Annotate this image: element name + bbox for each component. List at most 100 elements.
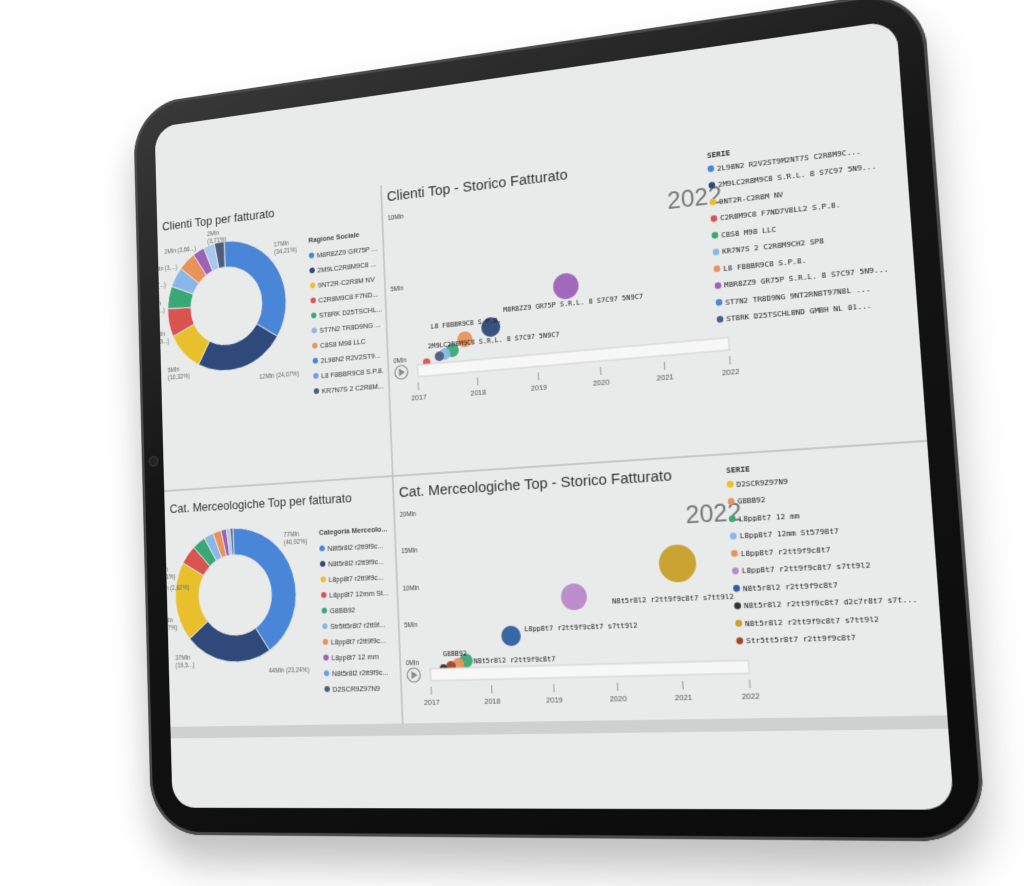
legend-item[interactable]: ST7N2 TR8D9NG ...	[319, 322, 380, 335]
legend-item[interactable]: L8pp8t7 r2tt9f9c...	[329, 574, 384, 584]
donut-slice[interactable]	[198, 322, 279, 373]
legend-marker	[310, 282, 315, 288]
legend-item[interactable]: 9NT2R-C2R8M NV	[318, 276, 375, 289]
tablet-device: Clienti Top per fatturato 17Mln (34,21%) 12…	[133, 0, 987, 842]
legend-marker	[711, 232, 718, 239]
legend-marker	[309, 252, 314, 258]
x-axis-tick-mark	[730, 356, 731, 364]
legend-item[interactable]: L8pp8t7 12 mm	[331, 654, 379, 663]
legend-item[interactable]: L8pp8t7 r2tt9f9c8t7 s7tt9l2	[742, 561, 871, 576]
play-icon[interactable]	[411, 671, 417, 679]
legend-item[interactable]: ST8RK D25TSCHL...	[319, 306, 382, 319]
legend-marker	[322, 623, 328, 629]
legend-marker	[313, 373, 318, 379]
legend-marker	[324, 670, 330, 676]
legend-item[interactable]: 2L98N2 R2V2ST9...	[321, 353, 381, 366]
legend-item[interactable]: 9NT2R-C2R8M NV	[719, 190, 784, 206]
legend-item[interactable]: N8t5r8l2 r2tt9f9c8t7 s7tt9l2	[745, 615, 880, 629]
x-axis-tick: 2018	[470, 389, 486, 398]
donut-legend-title: Categoria Merceolo...	[319, 526, 388, 537]
legend-item[interactable]: C8S8 M98 LLC	[320, 339, 366, 350]
legend-item[interactable]: L8pp8t7 12mm St5798t7	[739, 527, 839, 541]
x-axis-tick: 2017	[411, 394, 427, 403]
legend-item[interactable]: C2R8M9C8 F7ND...	[318, 291, 378, 304]
legend-item[interactable]: Str5tt5r8t7 r2tt9f...	[330, 622, 385, 631]
legend-marker	[323, 655, 329, 661]
x-axis-tick: 2020	[593, 379, 610, 388]
donut-data-label: 17Mln	[274, 241, 289, 249]
y-axis-tick: 20Mln	[400, 512, 417, 519]
legend-item[interactable]: D2SCR9Z97N9	[332, 686, 380, 694]
legend-marker	[314, 388, 319, 394]
x-axis-tick: 2021	[657, 374, 674, 383]
legend-item[interactable]: L8pp8t7 r2tt9f9c8t7	[741, 545, 831, 558]
donut-data-label: 2Mln	[207, 231, 219, 238]
legend-item[interactable]: L8pp8t7 12mm St...	[329, 590, 389, 600]
legend-item[interactable]: C8S8 M98 LLC	[721, 225, 777, 240]
legend-item[interactable]: N8t5r8l2 r2tt9f9c...	[328, 559, 384, 569]
legend-marker	[716, 299, 723, 306]
donut-data-label: 2Mln (3,66...)	[164, 246, 196, 256]
legend-marker	[312, 343, 317, 349]
x-axis-tick: 2020	[610, 696, 627, 704]
y-axis-tick: 10Mln	[403, 586, 420, 593]
tablet-screen: Clienti Top per fatturato 17Mln (34,21%) 12…	[155, 20, 955, 810]
legend-marker	[735, 620, 742, 627]
legend-marker	[717, 316, 724, 323]
legend-item[interactable]: L8pp8t7 12 mm	[738, 512, 799, 524]
legend-item[interactable]: KR7N7S 2 C2R8M9CH2 SP8	[722, 237, 824, 256]
donut-data-label: 44Mln (23,24%)	[269, 668, 310, 675]
y-axis-tick: 10Mln	[388, 214, 404, 222]
legend-item[interactable]: G8BB92	[737, 496, 765, 507]
legend-item[interactable]: N8t5r8l2 r2tt9f9c...	[332, 669, 388, 678]
legend-marker	[727, 481, 734, 488]
scatter-title: Cat. Merceologiche Top - Storico Fattura…	[399, 466, 673, 500]
legend-item[interactable]: D2SCR9Z97N9	[736, 477, 788, 489]
legend-marker	[322, 608, 328, 614]
data-bubble[interactable]	[560, 583, 587, 611]
legend-item[interactable]: ST8RK D25TSCHL8ND GMBH NL 01...	[726, 302, 872, 324]
bubble-label: G8BB92	[443, 649, 467, 658]
legend-item[interactable]: 2M9LC2R8M9C8 ...	[317, 261, 376, 275]
legend-item[interactable]: KR7N7S 2 C2R8M...	[322, 383, 384, 395]
donut-data-label-sub: (34,21%)	[274, 248, 297, 257]
legend-marker	[734, 602, 741, 609]
legend-item[interactable]: Str5tt5r8t7 r2tt9f9c8t7	[746, 634, 856, 646]
bottom-scrollbar[interactable]	[170, 715, 948, 738]
data-bubble[interactable]	[501, 625, 521, 646]
legend-item[interactable]: G8BB92	[330, 607, 356, 615]
x-axis-tick: 2021	[675, 694, 693, 702]
legend-item[interactable]: N8t5r8l2 r2tt9f9c...	[327, 543, 383, 553]
bubble-label: N8t5r8l2 r2tt9f9c8t7 s7tt9l2	[612, 592, 734, 606]
legend-item[interactable]: M8R8ZZ9 GR75P ...	[317, 246, 378, 260]
legend-item[interactable]: L8 F8BBR9C8 S.P.8.	[723, 256, 807, 273]
legend-marker	[311, 312, 316, 318]
x-axis-tick: 2019	[546, 697, 563, 705]
legend-marker	[320, 576, 326, 582]
legend-marker	[712, 248, 719, 255]
legend-marker	[319, 545, 325, 551]
x-axis-tick: 2018	[484, 698, 501, 706]
donut-title: Cat. Merceologiche Top per fatturato	[170, 491, 353, 517]
legend-marker	[736, 637, 743, 644]
legend-item[interactable]: L8pp8t7 r2tt9f9c...	[331, 638, 386, 647]
legend-item[interactable]: N8t5r8l2 r2tt9f9c8t7	[743, 581, 838, 594]
donut-data-label: 37Mln	[175, 655, 190, 662]
play-icon[interactable]	[399, 368, 405, 376]
legend-marker	[715, 282, 722, 289]
data-bubble[interactable]	[553, 272, 580, 300]
bubble-label: L8pp8t7 r2tt9f9c8t7 s7tt9l2	[524, 621, 638, 634]
report-canvas: Clienti Top per fatturato17Mln(34,21%)12…	[155, 20, 955, 810]
legend-item[interactable]: L8 F8BBR9C8 S.P.8.	[321, 368, 384, 381]
x-axis-tick: 2019	[531, 384, 548, 393]
y-axis-tick: 5Mln	[391, 286, 404, 293]
legend-item[interactable]: N8t5r8l2 r2tt9f9c8t7 d2c7r8t7 s7t...	[744, 595, 918, 611]
donut-data-label: 77Mln	[283, 532, 299, 539]
legend-marker	[733, 585, 740, 592]
legend-marker	[713, 265, 720, 272]
x-axis-tick-mark	[750, 680, 751, 689]
legend-marker	[320, 561, 326, 567]
data-bubble[interactable]	[658, 544, 697, 583]
legend-marker	[310, 297, 315, 303]
legend-marker	[313, 358, 318, 364]
